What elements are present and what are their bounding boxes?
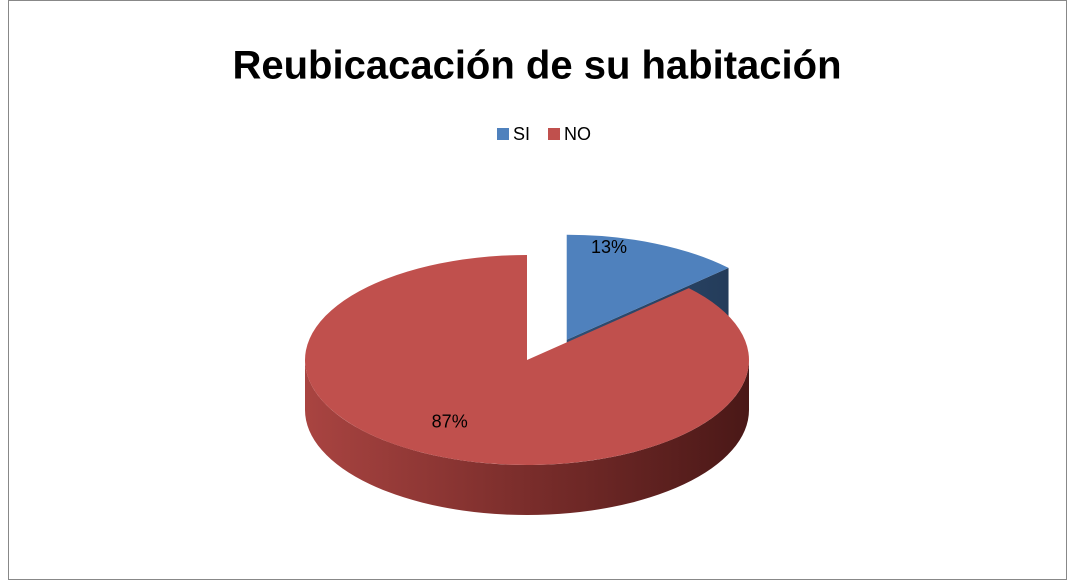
legend-swatch (548, 128, 560, 140)
pie-side (305, 360, 749, 515)
pie-slice (566, 234, 729, 340)
legend-label: SI (513, 124, 530, 144)
pie-slice (304, 255, 749, 465)
data-label: 13% (591, 237, 627, 257)
legend-label: NO (564, 124, 591, 144)
chart-title: Reubicacación de su habitación (232, 44, 841, 88)
legend-swatch (497, 128, 509, 140)
data-label: 87% (432, 411, 468, 431)
